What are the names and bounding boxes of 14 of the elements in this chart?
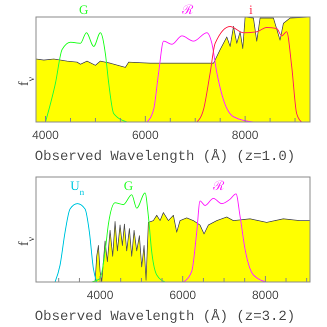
series-label: G — [124, 178, 134, 193]
x-tick-label: 4000 — [32, 128, 60, 142]
x-axis-title: Observed Wavelength (Å) (z=3.2) — [34, 308, 296, 325]
x-tick-label: 8000 — [252, 288, 280, 302]
series-label: ℛ — [181, 2, 194, 17]
x-tick-label: 6000 — [169, 288, 196, 302]
series-label: G — [79, 2, 88, 17]
series-label: ℛ — [212, 178, 225, 193]
x-tick-label: 6000 — [132, 128, 159, 142]
x-axis-title: Observed Wavelength (Å) (z=1.0) — [34, 148, 296, 165]
series-label: U$_{n}$ — [70, 178, 85, 197]
series-label: i — [249, 2, 254, 17]
x-tick-label: 4000 — [86, 288, 114, 302]
x-tick-label: 8000 — [232, 128, 259, 142]
